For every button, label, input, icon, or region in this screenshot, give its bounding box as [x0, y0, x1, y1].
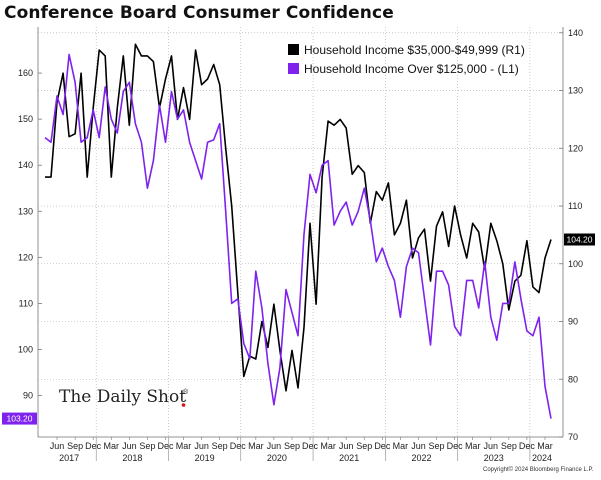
- right-tick-label: 70: [568, 432, 578, 442]
- left-last-value-tag: 103.20: [7, 414, 33, 424]
- legend-swatch-income-over-125k: [288, 63, 299, 74]
- x-month-label: Jun: [484, 441, 499, 451]
- right-tick-label: 110: [568, 201, 582, 211]
- x-month-label: Mar: [393, 441, 409, 451]
- x-month-label: Dec: [157, 441, 174, 451]
- x-month-label: Dec: [302, 441, 319, 451]
- x-year-label: 2020: [267, 453, 287, 463]
- copyright-text: Copyright© 2024 Bloomberg Finance L.P.: [483, 466, 594, 473]
- x-axis: Jun Sep Dec Mar Jun Sep Dec Mar Jun Sep Dec Mar Jun S…: [38, 436, 563, 463]
- x-month-label: Sep: [356, 441, 372, 451]
- x-month-label: Mar: [248, 441, 264, 451]
- x-year-label: 2024: [532, 453, 552, 463]
- right-tick-label: 140: [568, 28, 583, 38]
- x-month-label: Sep: [139, 441, 155, 451]
- x-month-label: Jun: [339, 441, 354, 451]
- right-axis: 70 80 90 100 110 120 130 140: [559, 27, 583, 442]
- x-month-label: Dec: [447, 441, 464, 451]
- x-month-label: Sep: [67, 441, 83, 451]
- x-month-label: Jun: [267, 441, 282, 451]
- legend-label-income-35k-50k: Household Income $35,000-$49,999 (R1): [304, 43, 525, 57]
- left-tick-label: 160: [18, 68, 33, 78]
- legend: Household Income $35,000-$49,999 (R1) Ho…: [288, 43, 525, 76]
- x-month-label: Dec: [519, 441, 536, 451]
- series-line-income-over-125k: [44, 53, 552, 419]
- x-month-label: Sep: [501, 441, 517, 451]
- gridlines: [38, 27, 563, 438]
- watermark-text: The Daily Shot: [59, 387, 186, 407]
- x-month-label: Mar: [176, 441, 192, 451]
- x-year-label: 2017: [59, 453, 79, 463]
- x-year-label: 2019: [195, 453, 215, 463]
- right-tick-label: 130: [568, 86, 583, 96]
- x-month-label: Sep: [284, 441, 300, 451]
- x-month-label: Sep: [212, 441, 228, 451]
- right-tick-label: 90: [568, 317, 578, 327]
- x-month-label: Jun: [411, 441, 426, 451]
- x-month-label: Mar: [537, 441, 553, 451]
- chart-title: Conference Board Consumer Confidence: [4, 3, 394, 23]
- series-line-income-35k-50k: [45, 43, 552, 392]
- watermark-red-dot: [181, 403, 186, 407]
- x-month-label: Mar: [104, 441, 120, 451]
- left-tick-label: 90: [23, 391, 33, 401]
- right-tick-label: 80: [568, 374, 578, 384]
- series-lines: [44, 43, 552, 419]
- x-month-label: Dec: [85, 441, 102, 451]
- right-tick-label: 120: [568, 143, 583, 153]
- right-last-value-tag: 104.20: [567, 235, 593, 245]
- legend-label-income-over-125k: Household Income Over $125,000 - (L1): [304, 62, 519, 76]
- x-year-label: 2018: [122, 453, 142, 463]
- left-last-value-tag-box: [2, 412, 37, 425]
- x-year-label: 2023: [484, 453, 504, 463]
- x-month-label: Mar: [320, 441, 336, 451]
- x-month-label: Jun: [122, 441, 137, 451]
- x-year-label: 2022: [411, 453, 431, 463]
- x-month-label: Jun: [50, 441, 65, 451]
- right-tick-label: 100: [568, 259, 583, 269]
- left-axis: 90 100 110 120 130 140 150 160: [18, 27, 42, 437]
- x-month-label: Jun: [194, 441, 209, 451]
- left-tick-label: 110: [19, 298, 33, 308]
- legend-swatch-income-35k-50k: [288, 44, 299, 55]
- left-tick-label: 120: [18, 252, 33, 262]
- x-year-label: 2021: [339, 453, 359, 463]
- x-month-label: Mar: [465, 441, 481, 451]
- left-tick-label: 140: [18, 160, 33, 170]
- left-tick-label: 150: [18, 114, 33, 124]
- left-tick-label: 100: [18, 344, 33, 354]
- x-month-label: Dec: [374, 441, 391, 451]
- right-last-value-tag-box: [564, 233, 595, 246]
- x-month-label: Dec: [230, 441, 247, 451]
- watermark: The Daily Shot ®: [59, 387, 189, 407]
- watermark-registered-mark: ®: [183, 388, 189, 396]
- x-month-label: Sep: [429, 441, 445, 451]
- left-tick-label: 130: [18, 206, 33, 216]
- last-value-tags: 104.20 103.20: [2, 233, 595, 425]
